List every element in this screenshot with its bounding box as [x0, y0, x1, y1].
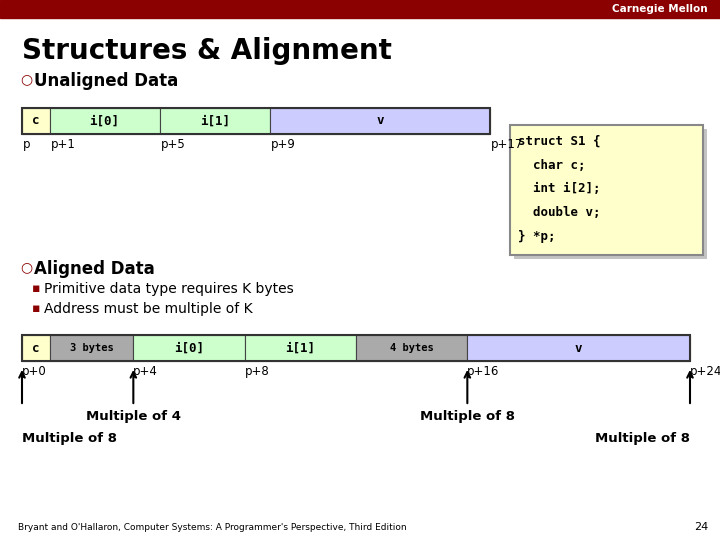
Bar — [356, 335, 467, 361]
Text: ○: ○ — [20, 260, 32, 274]
Bar — [50, 335, 133, 361]
Text: struct S1 {: struct S1 { — [518, 135, 600, 148]
Text: 24: 24 — [694, 522, 708, 532]
Text: v: v — [575, 341, 582, 354]
Text: v: v — [376, 114, 384, 127]
Bar — [510, 125, 703, 255]
Bar — [22, 108, 490, 134]
Text: c: c — [32, 341, 40, 354]
Text: i[1]: i[1] — [285, 341, 315, 354]
Text: p+24: p+24 — [690, 365, 720, 378]
Text: p+4: p+4 — [133, 365, 158, 378]
Text: ▪: ▪ — [32, 302, 40, 315]
Text: Multiple of 8: Multiple of 8 — [420, 410, 515, 423]
Text: Multiple of 8: Multiple of 8 — [22, 432, 117, 445]
Bar — [22, 335, 50, 361]
Bar — [467, 335, 690, 361]
Text: i[0]: i[0] — [174, 341, 204, 354]
Text: 3 bytes: 3 bytes — [70, 343, 114, 353]
Text: ▪: ▪ — [32, 282, 40, 295]
Text: double v;: double v; — [518, 206, 600, 219]
Text: p+9: p+9 — [271, 138, 296, 151]
Text: p+16: p+16 — [467, 365, 500, 378]
Text: Unaligned Data: Unaligned Data — [34, 72, 179, 90]
Text: p+5: p+5 — [161, 138, 185, 151]
Text: } *p;: } *p; — [518, 230, 556, 242]
Bar — [133, 335, 245, 361]
Text: p+8: p+8 — [245, 365, 269, 378]
Bar — [22, 108, 50, 134]
Text: Structures & Alignment: Structures & Alignment — [22, 37, 392, 65]
Text: p+1: p+1 — [50, 138, 76, 151]
Text: i[1]: i[1] — [199, 114, 230, 127]
Text: 4 bytes: 4 bytes — [390, 343, 433, 353]
Text: Multiple of 4: Multiple of 4 — [86, 410, 181, 423]
Text: char c;: char c; — [518, 159, 585, 172]
Bar — [0, 0, 720, 18]
Text: p+17: p+17 — [491, 138, 523, 151]
Text: ○: ○ — [20, 72, 32, 86]
Text: p+0: p+0 — [22, 365, 47, 378]
Bar — [160, 108, 270, 134]
Text: Primitive data type requires K bytes: Primitive data type requires K bytes — [44, 282, 294, 296]
Text: Aligned Data: Aligned Data — [34, 260, 155, 278]
Bar — [22, 335, 690, 361]
Text: Address must be multiple of K: Address must be multiple of K — [44, 302, 253, 316]
Text: c: c — [32, 114, 40, 127]
Text: p: p — [23, 138, 30, 151]
Bar — [514, 129, 707, 259]
Bar — [245, 335, 356, 361]
Text: Carnegie Mellon: Carnegie Mellon — [613, 4, 708, 14]
Bar — [270, 108, 490, 134]
Text: Multiple of 8: Multiple of 8 — [595, 432, 690, 445]
Text: int i[2];: int i[2]; — [518, 183, 600, 195]
Text: i[0]: i[0] — [89, 114, 120, 127]
Bar — [50, 108, 160, 134]
Text: Bryant and O'Hallaron, Computer Systems: A Programmer's Perspective, Third Editi: Bryant and O'Hallaron, Computer Systems:… — [18, 523, 407, 532]
